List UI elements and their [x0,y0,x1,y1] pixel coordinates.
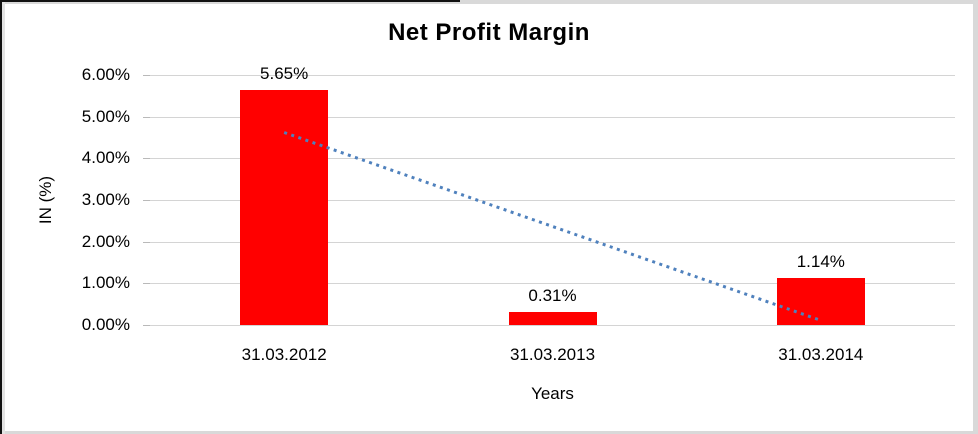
y-axis-tickmark [143,200,150,201]
y-axis-tickmark [143,241,150,243]
x-axis-title: Years [531,384,574,403]
y-axis-tickmark [143,116,150,118]
category-label: 31.03.2014 [778,345,864,364]
frame-border-bottom [0,431,978,434]
bar-31.03.2013 [508,312,597,325]
y-tick-label: 1.00% [81,273,130,293]
y-axis-tickmark [143,75,150,76]
gridline [150,325,955,326]
frame-border-top [0,0,978,4]
bar-31.03.2012 [240,89,329,325]
y-axis-tickmark [143,158,150,160]
bar-value-label: 5.65% [260,63,309,83]
y-tick-label: 2.00% [81,231,130,251]
gridline [150,116,955,118]
bar-31.03.2014 [776,277,865,325]
category-label: 31.03.2013 [509,345,596,364]
bar-value-label: 1.14% [796,251,845,271]
y-tick-label: 4.00% [81,148,130,168]
chart-title: Net Profit Margin [388,19,590,46]
y-tick-label: 0.00% [81,315,130,334]
y-axis-tickmark [143,283,150,285]
frame-border-left [2,0,5,434]
y-tick-label: 3.00% [81,190,130,209]
y-tick-label: 5.00% [81,106,130,126]
category-label: 31.03.2012 [241,345,327,364]
frame-edge-top [0,0,460,2]
y-axis-tickmark [143,325,150,326]
bar-value-label: 0.31% [528,286,577,306]
frame-border-right [973,0,978,434]
frame-edge-left [0,0,2,434]
y-tick-label: 6.00% [81,65,130,84]
gridline [150,75,955,76]
